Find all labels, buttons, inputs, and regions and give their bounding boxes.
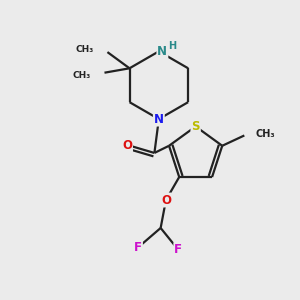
Text: CH₃: CH₃ — [76, 45, 94, 54]
Text: F: F — [134, 241, 142, 254]
Text: N: N — [154, 112, 164, 126]
Text: O: O — [161, 194, 171, 206]
Text: CH₃: CH₃ — [256, 129, 275, 139]
Text: S: S — [191, 120, 200, 133]
Text: H: H — [168, 41, 176, 51]
Text: F: F — [174, 243, 182, 256]
Text: N: N — [158, 45, 167, 58]
Text: CH₃: CH₃ — [73, 70, 91, 80]
Text: O: O — [122, 139, 132, 152]
